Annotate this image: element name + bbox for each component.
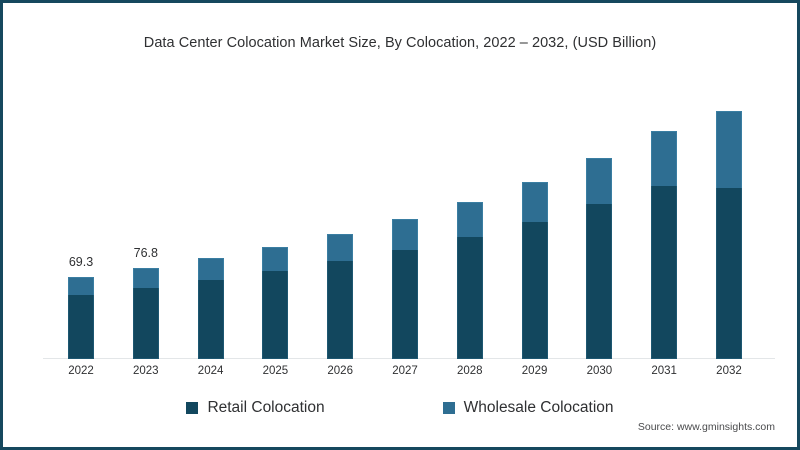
bar-segment-wholesale-2025[interactable] xyxy=(262,246,289,271)
stacked-bar-2029[interactable] xyxy=(521,181,548,359)
source-note: Source: www.gminsights.com xyxy=(637,421,775,433)
stacked-bar-2028[interactable] xyxy=(456,201,483,359)
stacked-bar-2030[interactable] xyxy=(586,157,613,359)
bar-segment-retail-2031[interactable] xyxy=(651,185,678,359)
bar-segment-retail-2030[interactable] xyxy=(586,204,613,359)
chart-legend: Retail Colocation Wholesale Colocation xyxy=(3,399,797,417)
stacked-bar-2023[interactable] xyxy=(132,268,159,359)
bar-segment-retail-2024[interactable] xyxy=(197,279,224,359)
stacked-bar-2026[interactable] xyxy=(327,233,354,359)
legend-label: Retail Colocation xyxy=(207,399,325,416)
x-tick-2031: 2031 xyxy=(651,365,677,377)
bar-segment-retail-2023[interactable] xyxy=(132,287,159,359)
legend-item-retail-colocation[interactable]: Retail Colocation xyxy=(186,399,325,417)
bar-segment-retail-2025[interactable] xyxy=(262,270,289,359)
stacked-bar-2031[interactable] xyxy=(651,131,678,359)
plot-area: 69.3 76.8 xyxy=(43,81,775,359)
bar-segment-wholesale-2026[interactable] xyxy=(327,233,354,261)
bar-slot-2024 xyxy=(181,81,241,359)
bar-segment-retail-2032[interactable] xyxy=(715,188,742,359)
bar-segment-retail-2029[interactable] xyxy=(521,221,548,359)
bar-value-label-2022: 69.3 xyxy=(68,255,94,270)
x-tick-2022: 2022 xyxy=(68,365,94,377)
bar-value-label-2023: 76.8 xyxy=(133,246,158,261)
chart-title: Data Center Colocation Market Size, By C… xyxy=(143,35,657,51)
bar-slot-2022: 69.3 xyxy=(51,81,111,359)
bar-segment-wholesale-2023[interactable] xyxy=(132,268,159,288)
x-axis-ticks: 2022 2023 2024 2025 2026 2027 2028 2029 2030 2031… xyxy=(43,365,767,377)
bar-segment-wholesale-2032[interactable] xyxy=(715,110,742,189)
bar-slot-2028 xyxy=(440,81,500,359)
stacked-bar-2025[interactable] xyxy=(262,246,289,359)
x-tick-2030: 2030 xyxy=(586,365,613,377)
x-tick-2025: 2025 xyxy=(262,365,289,377)
bar-slot-2031 xyxy=(634,81,694,359)
x-tick-2027: 2027 xyxy=(392,365,418,377)
x-tick-2028: 2028 xyxy=(456,365,483,377)
bar-slot-2023: 76.8 xyxy=(116,81,176,359)
bar-segment-wholesale-2024[interactable] xyxy=(197,257,224,280)
bar-slot-2026 xyxy=(310,81,370,359)
bar-segment-wholesale-2029[interactable] xyxy=(521,181,548,222)
x-tick-2023: 2023 xyxy=(133,365,159,377)
bar-group: 69.3 76.8 xyxy=(43,81,767,359)
stacked-bar-2032[interactable] xyxy=(715,110,742,359)
legend-item-wholesale-colocation[interactable]: Wholesale Colocation xyxy=(442,399,614,417)
stacked-bar-2024[interactable] xyxy=(197,257,224,359)
bar-segment-retail-2022[interactable] xyxy=(68,295,94,359)
bar-segment-wholesale-2022[interactable] xyxy=(68,277,94,296)
bar-slot-2029 xyxy=(505,81,565,359)
legend-swatch-retail xyxy=(186,402,199,414)
bar-slot-2032 xyxy=(699,81,759,359)
legend-label: Wholesale Colocation xyxy=(463,399,614,416)
bar-segment-wholesale-2028[interactable] xyxy=(456,201,483,237)
bar-segment-wholesale-2031[interactable] xyxy=(651,131,678,186)
x-tick-2024: 2024 xyxy=(197,365,224,377)
bar-segment-wholesale-2027[interactable] xyxy=(391,218,418,250)
x-tick-2032: 2032 xyxy=(716,365,742,377)
bar-slot-2025 xyxy=(245,81,305,359)
bar-segment-retail-2027[interactable] xyxy=(391,249,418,359)
stacked-bar-2022[interactable] xyxy=(68,277,94,359)
bar-segment-wholesale-2030[interactable] xyxy=(586,157,613,205)
bar-segment-retail-2028[interactable] xyxy=(456,236,483,359)
bar-slot-2027 xyxy=(375,81,435,359)
bar-slot-2030 xyxy=(569,81,629,359)
x-tick-2026: 2026 xyxy=(327,365,353,377)
x-tick-2029: 2029 xyxy=(521,365,548,377)
stacked-bar-2027[interactable] xyxy=(391,218,418,359)
legend-swatch-wholesale xyxy=(442,402,455,414)
bar-segment-retail-2026[interactable] xyxy=(327,260,354,359)
